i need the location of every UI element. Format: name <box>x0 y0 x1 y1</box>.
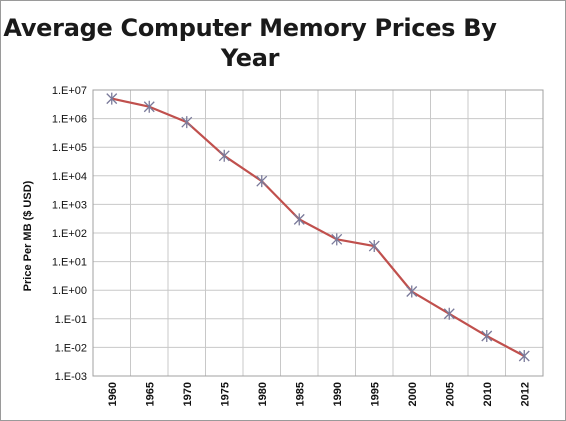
y-tick-label: 1.E+05 <box>52 142 87 154</box>
data-point-marker <box>368 240 380 253</box>
x-tick-label: 2012 <box>519 382 531 406</box>
data-point-marker <box>106 92 118 105</box>
y-axis-ticks: 1.E+07 1.E+06 1.E+05 1.E+04 1.E+03 1.E+02 1.E+… <box>52 85 87 383</box>
x-tick-label: 2000 <box>407 382 419 406</box>
series-line <box>111 97 525 357</box>
series-layer <box>106 92 530 363</box>
data-point-marker <box>293 213 305 226</box>
data-point-marker <box>481 330 493 343</box>
chart-title-line-1: Average Computer Memory Prices By <box>3 14 497 42</box>
x-tick-label: 1960 <box>107 382 119 406</box>
data-point-marker <box>256 175 268 188</box>
x-tick-label: 2010 <box>482 382 494 406</box>
plot-area-border <box>92 89 544 377</box>
x-tick-label: 1965 <box>144 382 156 406</box>
y-tick-label: 1.E+04 <box>52 171 87 183</box>
x-axis-ticks: 1960 1965 1970 1975 1980 1985 1990 1995 2000 2005… <box>107 382 532 406</box>
x-tick-label: 2005 <box>444 382 456 406</box>
y-tick-label: 1.E+00 <box>52 285 87 297</box>
chart-title-line-2: Year <box>220 44 280 72</box>
y-tick-label: 1.E+02 <box>52 228 87 240</box>
x-tick-label: 1985 <box>294 382 306 406</box>
data-point-marker <box>406 285 418 298</box>
data-point-marker <box>443 307 455 320</box>
y-tick-label: 1.E-02 <box>55 342 87 354</box>
data-point-marker <box>218 149 230 162</box>
y-tick-label: 1.E+06 <box>52 114 87 126</box>
y-tick-label: 1.E+01 <box>52 257 87 269</box>
x-tick-label: 1980 <box>257 382 269 406</box>
data-point-marker <box>518 350 530 363</box>
x-tick-label: 1975 <box>219 382 231 406</box>
x-tick-label: 1970 <box>182 382 194 406</box>
gridlines <box>92 89 544 377</box>
data-point-marker <box>181 116 193 129</box>
x-tick-label: 1995 <box>369 382 381 406</box>
y-tick-label: 1.E-01 <box>55 314 87 326</box>
y-tick-label: 1.E-03 <box>55 371 87 383</box>
y-tick-label: 1.E+03 <box>52 199 87 211</box>
data-point-marker <box>331 233 343 246</box>
data-point-marker <box>143 100 155 113</box>
x-tick-label: 1990 <box>332 382 344 406</box>
y-tick-label: 1.E+07 <box>52 85 87 97</box>
